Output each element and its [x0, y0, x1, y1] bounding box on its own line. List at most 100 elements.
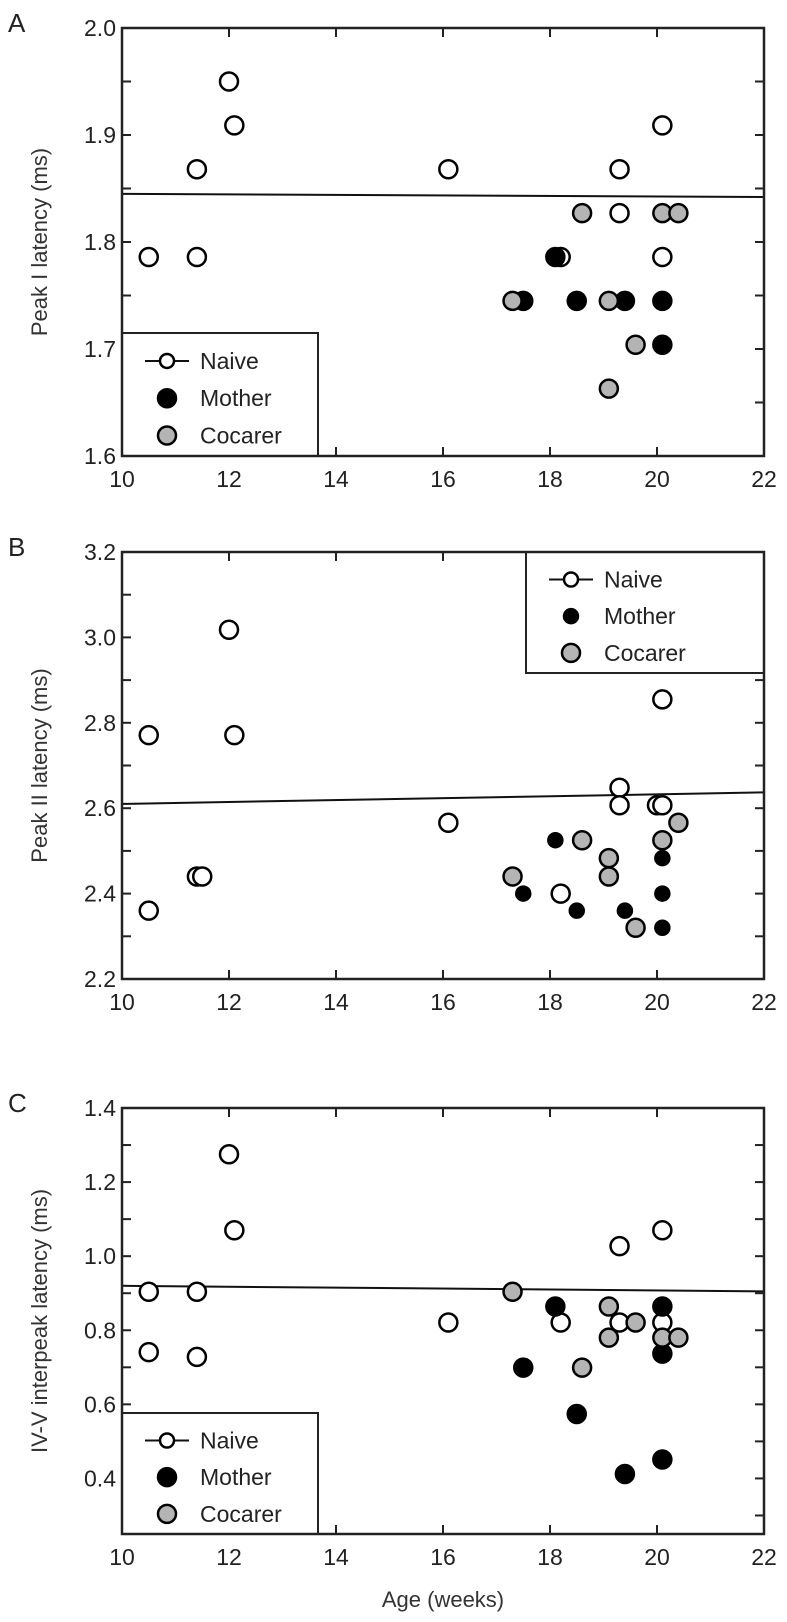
x-tick-label: 16 [430, 989, 456, 1015]
data-point-mother [652, 290, 673, 312]
data-point-naive [652, 115, 673, 136]
legend-marker-cocarer [156, 425, 178, 446]
data-point-naive [438, 1312, 459, 1333]
y-tick-label: 2.2 [84, 966, 116, 992]
data-point-naive [652, 689, 673, 710]
legend-label: Cocarer [604, 640, 686, 666]
data-point-mother [515, 885, 532, 902]
panel-c: C IV-V interpeak latency (ms) Age (weeks) 1… [8, 1088, 777, 1612]
data-point-cocarer [598, 1327, 620, 1348]
plot-frame [120, 550, 766, 981]
y-tick-label: 2.8 [84, 710, 116, 736]
data-point-naive [609, 1235, 630, 1257]
regression-line [121, 1284, 765, 1293]
x-tick-label: 18 [537, 1544, 563, 1570]
data-point-mother [513, 1357, 534, 1378]
data-point-mother [566, 1403, 587, 1425]
data-point-naive [652, 246, 673, 268]
data-point-cocarer [668, 812, 689, 833]
data-point-naive [224, 115, 245, 136]
x-tick-label: 16 [430, 1544, 456, 1570]
data-point-mother [568, 902, 585, 919]
data-point-naive [218, 71, 240, 92]
data-point-naive [609, 777, 630, 798]
y-tick-label: 1.9 [84, 122, 116, 148]
data-point-cocarer [571, 1357, 593, 1378]
x-tick-label: 12 [216, 466, 242, 492]
x-tick-label: 20 [644, 1544, 670, 1570]
plot-frame [120, 26, 766, 458]
regression-line [121, 791, 765, 805]
panel-a: A Peak I latency (ms) 10 12 14 16 18 20 22 1.6 1.7… [8, 8, 777, 492]
data-point-mother [654, 849, 671, 867]
panel-label: C [8, 1088, 27, 1118]
data-point-naive [609, 158, 630, 180]
x-tick-label: 14 [323, 1544, 349, 1570]
legend-label: Cocarer [200, 1501, 282, 1527]
plot-frame [120, 1106, 766, 1536]
data-point-mother [652, 334, 673, 355]
data-point-cocarer [668, 1327, 689, 1348]
legend-label: Naive [604, 567, 663, 593]
data-point-naive [186, 1281, 208, 1302]
data-point-cocarer [502, 290, 523, 312]
data-point-naive [438, 812, 459, 833]
data-point-cocarer [598, 847, 620, 869]
data-point-cocarer [502, 866, 523, 887]
regression-line [121, 192, 765, 199]
legend-label: Mother [200, 385, 272, 411]
data-point-naive [138, 724, 159, 746]
data-point-naive [224, 724, 245, 746]
data-point-naive [138, 900, 159, 921]
data-point-cocarer [625, 917, 646, 939]
x-tick-label: 10 [109, 1544, 135, 1570]
data-point-cocarer [625, 334, 646, 355]
y-axis-label: Peak I latency (ms) [27, 148, 52, 336]
legend-label: Cocarer [200, 423, 282, 449]
y-tick-label: 1.7 [84, 336, 116, 362]
data-point-mother [547, 831, 564, 849]
x-tick-label: 18 [537, 466, 563, 492]
data-point-mother [614, 1463, 636, 1485]
panel-label: A [8, 8, 26, 38]
data-point-cocarer [652, 829, 673, 851]
data-point-naive [218, 1144, 240, 1165]
y-tick-label: 2.0 [84, 15, 116, 41]
y-tick-label: 1.2 [84, 1169, 116, 1195]
x-tick-label: 14 [323, 466, 349, 492]
data-point-naive [652, 1219, 673, 1241]
data-point-naive [138, 246, 159, 268]
data-point-naive [186, 246, 208, 268]
x-axis-label: Age (weeks) [382, 1587, 504, 1612]
data-point-mother [566, 290, 587, 312]
data-point-mother [652, 1449, 673, 1470]
y-tick-label: 3.0 [84, 624, 116, 650]
data-point-mother [654, 885, 671, 902]
legend-label: Naive [200, 1428, 259, 1454]
x-tick-label: 22 [751, 466, 777, 492]
y-tick-label: 1.6 [84, 443, 116, 469]
legend-marker-naive [158, 352, 176, 370]
x-tick-label: 10 [109, 466, 135, 492]
x-tick-label: 12 [216, 1544, 242, 1570]
data-point-naive [138, 1281, 159, 1302]
data-point-naive [218, 619, 240, 640]
legend-marker-mother [156, 387, 178, 409]
data-point-mother [545, 246, 566, 268]
x-tick-label: 14 [323, 989, 349, 1015]
y-tick-label: 0.4 [84, 1465, 116, 1491]
y-tick-label: 0.8 [84, 1317, 116, 1343]
legend-marker-cocarer [560, 642, 582, 664]
x-tick-label: 12 [216, 989, 242, 1015]
data-point-naive [192, 866, 213, 887]
x-tick-label: 20 [644, 989, 670, 1015]
panel-b: B Peak II latency (ms) 10 12 14 16 18 20 22 2.2 2.… [8, 532, 777, 1015]
data-point-naive [186, 158, 208, 180]
y-axis-label: Peak II latency (ms) [27, 668, 52, 862]
data-point-mother [654, 919, 671, 937]
data-point-cocarer [502, 1281, 523, 1302]
legend-label: Mother [604, 603, 676, 629]
legend-marker-naive [158, 1432, 176, 1449]
x-tick-label: 20 [644, 466, 670, 492]
